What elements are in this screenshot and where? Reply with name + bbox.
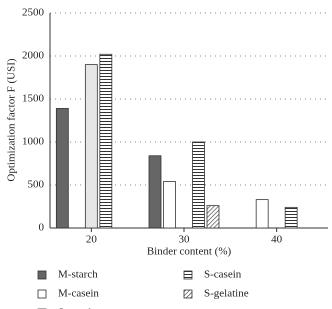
legend-swatch xyxy=(183,289,193,299)
bar xyxy=(284,206,298,229)
legend-label: M-starch xyxy=(58,269,98,281)
y-tick-label: 0 xyxy=(39,222,45,234)
legend-label: S-gelatine xyxy=(204,288,249,300)
y-tick-label: 2500 xyxy=(22,7,45,19)
x-tick-label: 30 xyxy=(179,234,191,246)
y-tick-label: 2000 xyxy=(22,50,45,62)
bar xyxy=(163,181,176,229)
bar xyxy=(206,205,220,229)
x-axis-label: Binder content (%) xyxy=(147,246,232,258)
legend-swatch xyxy=(37,289,47,299)
bar xyxy=(192,141,205,229)
x-tick-label: 20 xyxy=(86,234,98,246)
bar xyxy=(84,64,98,229)
bar xyxy=(99,53,113,229)
legend-swatch xyxy=(183,270,193,280)
y-tick-label: 500 xyxy=(28,179,45,191)
legend-swatch xyxy=(37,270,47,280)
y-tick-label: 1500 xyxy=(22,93,45,105)
y-axis-label: Optimization factor F (USI) xyxy=(6,58,18,181)
bar xyxy=(148,155,162,229)
bar xyxy=(255,199,269,229)
bar xyxy=(55,108,69,229)
x-tick-label: 40 xyxy=(271,234,283,246)
y-tick-label: 1000 xyxy=(22,136,45,148)
legend-label: S-casein xyxy=(204,269,242,281)
legend-label: M-casein xyxy=(58,288,99,300)
legend-label: S-starch xyxy=(58,307,95,309)
